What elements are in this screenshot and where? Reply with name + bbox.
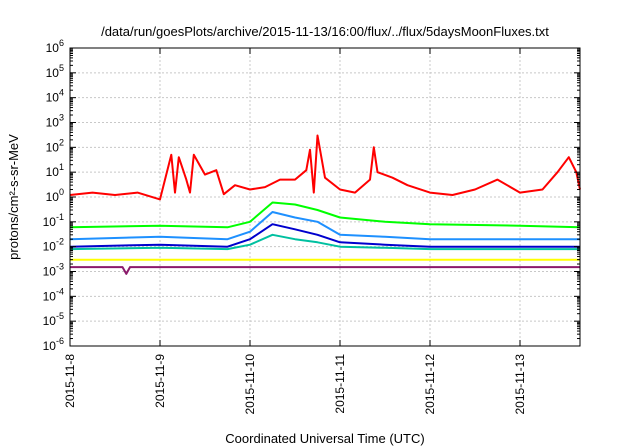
series-layer bbox=[69, 134, 581, 275]
y-tick-label: 105 bbox=[46, 63, 64, 80]
y-tick-label: 101 bbox=[46, 162, 64, 179]
y-tick-label: 106 bbox=[46, 38, 64, 55]
y-tick-label: 10-1 bbox=[43, 212, 64, 229]
y-tick-label: 10-5 bbox=[43, 311, 64, 328]
y-tick-label: 104 bbox=[46, 88, 64, 105]
y-axis-ticks: 10-6 10-5 10-4 10-3 10-2 10-1 100 101 102 103 104 1… bbox=[43, 38, 580, 353]
y-tick-label: 100 bbox=[46, 187, 64, 204]
y-tick-label: 103 bbox=[46, 113, 64, 130]
y-tick-label: 102 bbox=[46, 137, 64, 154]
y-axis-label: protons/cm²-s-sr-MeV bbox=[6, 134, 21, 260]
series-line-7 bbox=[70, 266, 580, 275]
x-tick-label: 2015-11-9 bbox=[153, 354, 167, 408]
series-line-3 bbox=[69, 211, 580, 241]
x-axis-ticks: 2015-11-8 2015-11-9 2015-11-10 2015-11-11 20… bbox=[63, 48, 527, 415]
x-axis-label: Coordinated Universal Time (UTC) bbox=[225, 431, 424, 446]
series-line-2 bbox=[69, 201, 581, 229]
grid bbox=[70, 48, 580, 346]
y-tick-label: 10-3 bbox=[43, 262, 64, 279]
y-tick-label: 10-2 bbox=[43, 237, 64, 254]
y-tick-label: 10-6 bbox=[43, 336, 64, 353]
x-tick-label: 2015-11-11 bbox=[333, 354, 347, 414]
x-tick-label: 2015-11-13 bbox=[513, 354, 527, 415]
x-tick-label: 2015-11-12 bbox=[423, 354, 437, 415]
x-tick-label: 2015-11-8 bbox=[63, 354, 77, 408]
y-tick-label: 10-4 bbox=[43, 286, 64, 303]
series-line-4 bbox=[69, 233, 580, 251]
x-tick-label: 2015-11-10 bbox=[243, 354, 257, 415]
chart-title: /data/run/goesPlots/archive/2015-11-13/1… bbox=[101, 24, 549, 39]
series-line-1 bbox=[69, 134, 581, 201]
series-line-5 bbox=[69, 223, 580, 248]
